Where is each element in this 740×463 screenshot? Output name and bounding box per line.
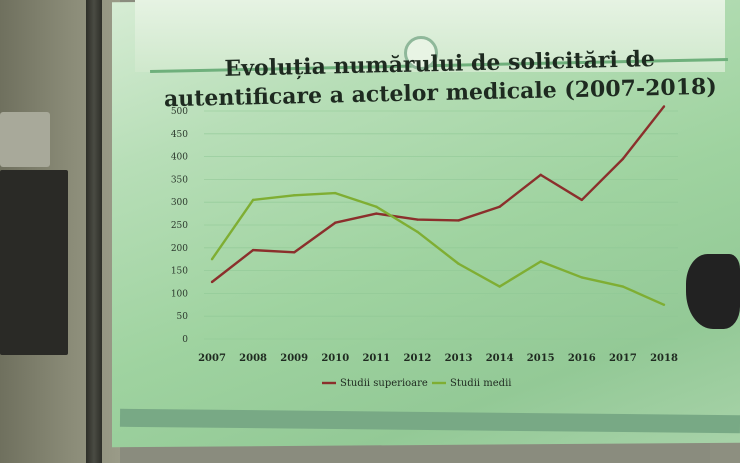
y-tick-label: 400 <box>171 153 188 163</box>
data-point <box>292 251 296 254</box>
data-point <box>457 219 460 222</box>
y-tick-label: 200 <box>171 244 188 254</box>
x-tick-label: 2007 <box>198 353 226 364</box>
y-tick-label: 450 <box>171 130 188 140</box>
x-tick-label: 2015 <box>527 353 555 364</box>
data-point <box>662 303 666 306</box>
data-point <box>375 205 378 208</box>
data-point <box>251 198 255 202</box>
x-tick-label: 2010 <box>321 353 349 364</box>
x-tick-label: 2011 <box>362 353 390 364</box>
y-tick-label: 100 <box>171 289 188 299</box>
legend-label: Studii superioare <box>340 378 428 389</box>
y-tick-label: 250 <box>171 221 188 231</box>
x-tick-label: 2017 <box>609 353 637 364</box>
projector-device <box>0 112 50 167</box>
data-point <box>580 276 584 279</box>
data-point <box>621 285 625 288</box>
y-tick-label: 300 <box>171 198 188 208</box>
x-tick-label: 2016 <box>568 353 596 364</box>
data-point <box>621 157 625 161</box>
screen-pole <box>86 0 102 463</box>
data-point <box>292 194 296 197</box>
x-tick-label: 2013 <box>445 353 473 364</box>
data-point <box>334 221 337 224</box>
data-point <box>210 280 214 284</box>
x-tick-label: 2014 <box>486 353 514 364</box>
y-tick-label: 500 <box>171 107 188 117</box>
x-tick-label: 2018 <box>650 353 678 364</box>
y-tick-label: 0 <box>182 335 188 345</box>
data-point <box>580 198 584 202</box>
series-line-2 <box>211 191 665 306</box>
data-point <box>416 218 419 221</box>
data-point <box>498 285 501 288</box>
data-point <box>662 105 666 108</box>
circle-ornament-icon <box>404 36 438 70</box>
x-tick-label: 2009 <box>280 353 308 364</box>
data-point <box>416 230 419 234</box>
data-point <box>334 191 337 195</box>
y-tick-label: 50 <box>177 312 189 322</box>
data-point <box>457 262 460 265</box>
data-point <box>251 248 255 252</box>
legend-label: Studii medii <box>450 378 511 389</box>
series-line-1 <box>211 105 665 283</box>
data-point <box>498 205 501 208</box>
x-tick-label: 2008 <box>239 353 267 364</box>
data-point <box>539 260 542 263</box>
y-tick-label: 150 <box>171 267 188 277</box>
speaker-box <box>0 170 68 355</box>
presenter-hand <box>686 254 740 329</box>
y-tick-label: 350 <box>171 175 188 185</box>
data-point <box>210 258 214 261</box>
data-point <box>375 212 378 215</box>
x-tick-label: 2012 <box>404 353 432 364</box>
data-point <box>539 173 542 177</box>
